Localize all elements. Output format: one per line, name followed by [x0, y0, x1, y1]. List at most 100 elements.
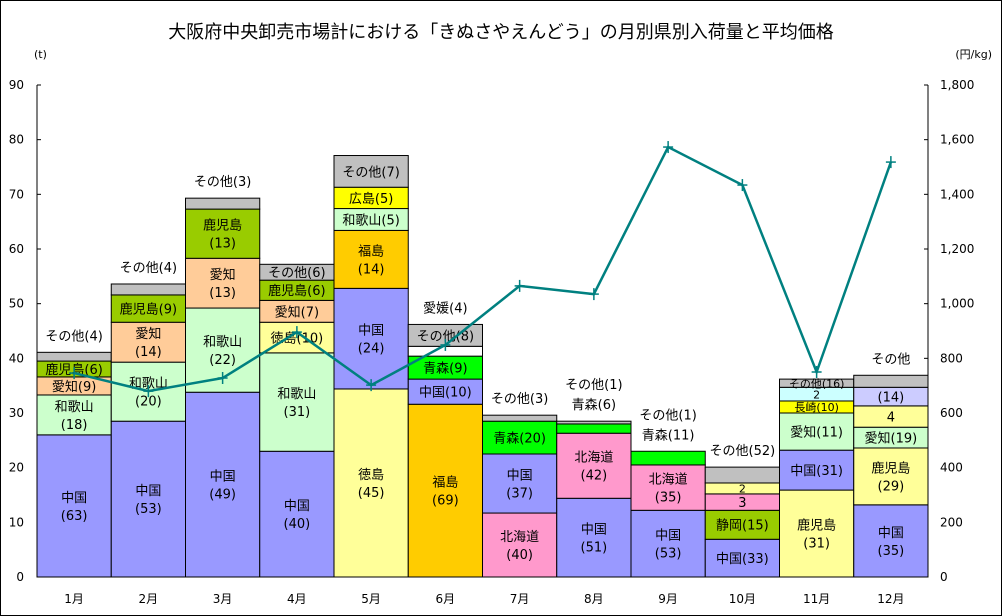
outside-label: 青森(6)	[572, 398, 616, 413]
segment-label: 鹿児島	[871, 460, 910, 476]
left-axis-tick-label: 60	[9, 242, 24, 256]
segment-label: 愛知(19)	[865, 431, 918, 447]
price-point-marker	[291, 326, 302, 339]
left-axis-tick-label: 50	[9, 297, 24, 311]
segment-label: (13)	[209, 237, 236, 252]
segment-label: 北海道	[500, 530, 539, 545]
segment-label: (14)	[878, 391, 905, 406]
outside-label: その他(4)	[45, 329, 102, 344]
segment-label: (20)	[135, 395, 162, 410]
left-axis-tick-label: 70	[9, 187, 24, 201]
segment-label: (35)	[878, 544, 905, 559]
bar-segment	[482, 453, 558, 514]
bar-segment	[185, 257, 261, 309]
bar-segment	[333, 155, 409, 188]
price-point-marker	[737, 179, 748, 192]
right-axis: 0 200 400 600 800 1,000 1,200 1,400 1,600 1,800	[924, 78, 974, 584]
right-axis-tick-label: 0	[940, 570, 948, 584]
bar-segment	[185, 391, 261, 578]
segment-label: 鹿児島	[797, 517, 836, 533]
left-axis-tick-label: 20	[9, 461, 24, 475]
price-point-marker	[366, 379, 377, 392]
segment-label: 3	[738, 496, 746, 511]
x-axis-tick-label: 9月	[658, 592, 678, 606]
right-axis-tick-label: 800	[940, 351, 963, 365]
price-point-marker	[69, 367, 80, 380]
bar-segment	[556, 497, 632, 578]
segment-label: 広島(5)	[349, 192, 393, 207]
segment-label: その他(16)	[789, 377, 845, 390]
segment-label: (51)	[581, 541, 608, 556]
x-axis-tick-label: 12月	[877, 592, 904, 606]
segment-label: 静岡(15)	[716, 519, 769, 534]
x-axis-tick-label: 10月	[729, 592, 756, 606]
segment-label: 和歌山	[277, 387, 316, 402]
price-point-marker	[440, 338, 451, 351]
segment-label: (22)	[209, 353, 236, 368]
segment-label: (31)	[284, 405, 311, 420]
segment-label: 2	[739, 483, 746, 496]
bar-segment	[482, 420, 558, 455]
bar-segment	[110, 321, 186, 363]
bar-segment	[407, 378, 483, 405]
bar-segment	[779, 412, 855, 451]
segment-label: (40)	[506, 548, 533, 563]
price-point-marker	[143, 385, 154, 398]
outside-label: その他(4)	[120, 261, 177, 276]
right-axis-unit: (円/kg)	[955, 48, 992, 61]
right-axis-tick-label: 400	[940, 461, 963, 475]
segment-label: (35)	[655, 491, 682, 506]
x-axis-tick-label: 4月	[287, 592, 307, 606]
right-axis-tick-label: 1,400	[940, 187, 974, 201]
segment-label: 中国	[284, 499, 310, 514]
x-axis-tick-label: 1月	[64, 592, 84, 606]
left-axis-tick-label: 90	[9, 78, 24, 92]
right-axis-tick-label: 200	[940, 515, 963, 529]
segment-label: 和歌山	[55, 400, 94, 415]
price-line	[73, 145, 893, 393]
bar-segment	[110, 294, 186, 323]
segment-label: (31)	[803, 536, 830, 551]
bar-segment	[333, 229, 409, 289]
segment-label: (14)	[135, 345, 162, 360]
bar-segment	[556, 423, 632, 434]
bar-segment	[259, 352, 335, 452]
bar-segment	[704, 466, 780, 484]
bar-segment	[482, 512, 558, 578]
segment-label: (13)	[209, 286, 236, 301]
price-point-marker	[514, 279, 525, 292]
bar-segment	[482, 414, 558, 422]
bar-segment	[779, 489, 855, 578]
segment-label: 愛知	[135, 326, 161, 342]
price-point-marker	[588, 288, 599, 301]
segment-label: 長崎(10)	[794, 400, 839, 414]
segment-label: 青森(9)	[423, 362, 467, 377]
outside-label: その他(52)	[710, 444, 776, 459]
right-axis-tick-label: 1,000	[940, 297, 974, 311]
segment-label: (45)	[358, 486, 385, 501]
right-axis-tick-label: 1,800	[940, 78, 974, 92]
segment-label: 2	[813, 388, 820, 401]
segment-label: (40)	[284, 517, 311, 532]
price-line-group	[69, 141, 896, 398]
bar-segment	[185, 197, 261, 210]
outside-label: その他(1)	[565, 378, 622, 393]
chart-title: 大阪府中央卸売市場計における「きぬさやえんどう」の月別県別入荷量と平均価格	[168, 22, 833, 43]
segment-label: (42)	[581, 469, 608, 484]
bar-segment	[556, 420, 632, 425]
segment-label: 北海道	[649, 473, 688, 488]
segment-label: 中国(10)	[419, 386, 472, 401]
x-axis-tick-label: 7月	[510, 592, 530, 606]
segment-label: 中国	[507, 468, 533, 483]
bar-segment	[853, 374, 929, 388]
segment-label: (53)	[655, 547, 682, 562]
bar-segment	[110, 420, 186, 578]
left-axis-unit: (t)	[34, 48, 47, 61]
segment-label: (18)	[61, 418, 88, 433]
segment-label: 中国	[878, 526, 904, 541]
segment-label: 福島	[432, 476, 458, 491]
x-axis-tick-label: 11月	[803, 592, 830, 606]
bar-segment	[259, 450, 335, 578]
left-axis-tick-label: 10	[9, 515, 24, 529]
